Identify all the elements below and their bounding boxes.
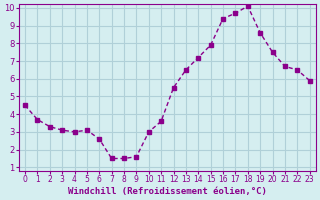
X-axis label: Windchill (Refroidissement éolien,°C): Windchill (Refroidissement éolien,°C) xyxy=(68,187,267,196)
